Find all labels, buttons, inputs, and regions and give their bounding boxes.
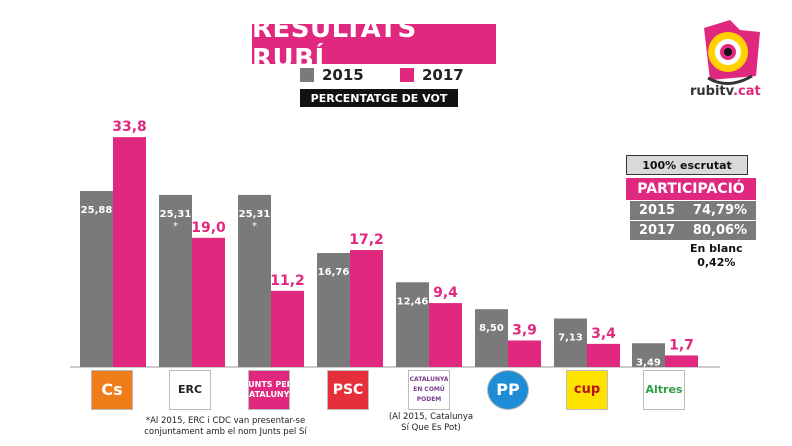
bar-2017 xyxy=(192,237,225,367)
bar-label-2015: 3,49 xyxy=(636,357,661,368)
rubitv-logo xyxy=(704,20,760,85)
participacio-year: 2015 xyxy=(638,203,676,218)
participacio-value: 74,79% xyxy=(692,203,748,218)
bar-label-2015: 16,76 xyxy=(318,267,350,278)
bar-2015 xyxy=(80,191,113,367)
logo-tld: .cat xyxy=(733,84,761,99)
bar-2017 xyxy=(587,343,620,367)
bar-2015 xyxy=(475,309,508,367)
note-comu-line1: (Al 2015, Catalunya xyxy=(388,412,474,422)
bar-2017 xyxy=(508,340,541,367)
bar-2015 xyxy=(317,253,350,367)
bar-2017 xyxy=(113,137,146,367)
bar-label-2015: 7,13 xyxy=(558,333,583,344)
bar-label-2017: 11,2 xyxy=(270,273,305,289)
bar-2015 xyxy=(238,194,271,367)
note-erc: *Al 2015, ERC i CDC van presentar-se con… xyxy=(138,416,313,438)
legend-item-2015: 2015 xyxy=(300,66,364,84)
rubitv-wordmark: rubitv.cat xyxy=(690,84,761,99)
logo-name: rubitv xyxy=(690,84,734,99)
participacio-year: 2017 xyxy=(638,223,676,238)
bar-2015 xyxy=(159,194,192,367)
bar-2017 xyxy=(429,303,462,367)
participacio-title: PARTICIPACIÓ xyxy=(626,178,756,200)
bar-label-2015: 25,88 xyxy=(81,205,113,216)
bar-2015 xyxy=(554,318,587,367)
bar-label-2017: 3,9 xyxy=(512,322,537,338)
legend-label-2015: 2015 xyxy=(322,66,364,84)
blanc-label: En blanc xyxy=(690,242,743,255)
party-logo-pp: PP xyxy=(487,370,529,410)
note-comu-line2: Sí Que Es Pot) xyxy=(401,423,461,433)
chart-subtitle: PERCENTATGE DE VOT xyxy=(300,89,458,107)
party-logo-psc: PSC xyxy=(327,370,369,410)
bar-2015 xyxy=(632,343,665,367)
bar-label-2015: 12,46 xyxy=(397,296,429,307)
note-erc-line2: conjuntament amb el nom Junts pel Sí xyxy=(144,427,307,437)
note-erc-line1: *Al 2015, ERC i CDC van presentar-se xyxy=(145,416,306,426)
party-logo-altres: Altres xyxy=(643,370,685,410)
bar-label-2015: 8,50 xyxy=(479,323,504,334)
bar-label-2017: 3,4 xyxy=(591,326,616,342)
bar-label-2017: 9,4 xyxy=(433,285,458,301)
bar-2017 xyxy=(271,290,304,367)
party-logo-comu-podem: CATALUNYA EN COMÚ PODEM xyxy=(408,370,450,410)
bar-label-2015: 25,31 xyxy=(239,209,271,220)
party-logo-erc: ERC xyxy=(169,370,211,410)
bar-label-2015: 25,31 xyxy=(160,209,192,220)
note-comu: (Al 2015, Catalunya Sí Que Es Pot) xyxy=(386,412,476,434)
bar-label-2017: 17,2 xyxy=(349,232,384,248)
participacio-row-2017: 2017 80,06% xyxy=(630,221,756,240)
bar-2017 xyxy=(665,355,698,367)
bar-asterisk: * xyxy=(252,221,257,232)
party-logo-cs: Cs xyxy=(91,370,133,410)
legend-swatch-2017 xyxy=(400,68,414,82)
bar-label-2017: 33,8 xyxy=(112,119,147,135)
vot-en-blanc: En blanc 0,42% xyxy=(690,242,743,270)
blanc-value: 0,42% xyxy=(697,256,736,269)
bar-label-2017: 1,7 xyxy=(669,337,694,353)
bar-2017 xyxy=(350,250,383,367)
bar-2015 xyxy=(396,282,429,367)
participacio-value: 80,06% xyxy=(692,223,748,238)
legend-label-2017: 2017 xyxy=(422,66,464,84)
party-logo-cup: cup xyxy=(566,370,608,410)
party-logo-junts: JUNTS PER CATALUNYA xyxy=(248,370,290,410)
escrutat-badge: 100% escrutat xyxy=(626,155,748,175)
participacio-row-2015: 2015 74,79% xyxy=(630,201,756,220)
bar-label-2017: 19,0 xyxy=(191,220,226,236)
bar-asterisk: * xyxy=(173,221,178,232)
legend-swatch-2015 xyxy=(300,68,314,82)
legend-item-2017: 2017 xyxy=(400,66,464,84)
